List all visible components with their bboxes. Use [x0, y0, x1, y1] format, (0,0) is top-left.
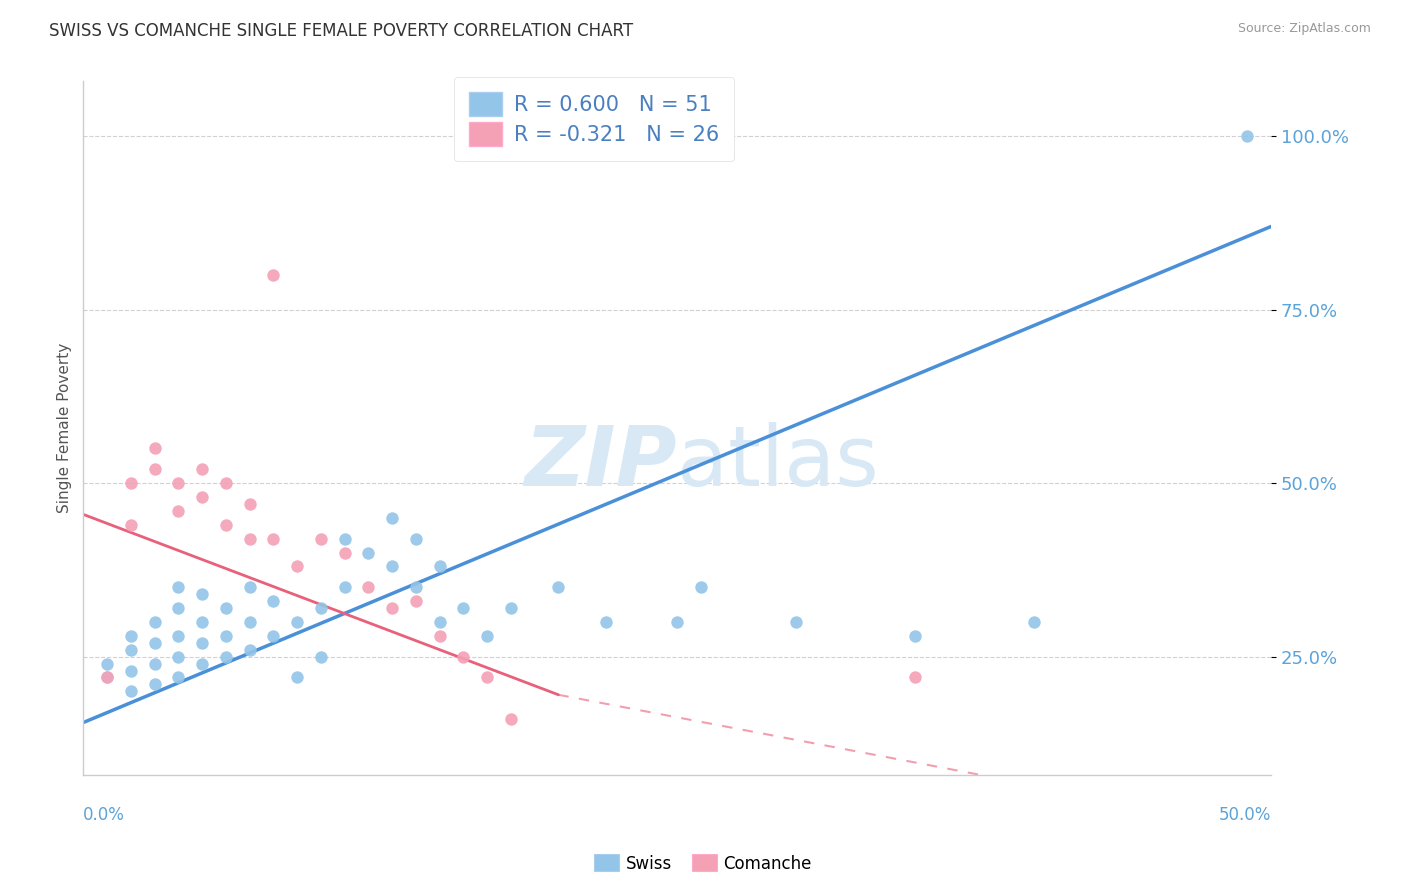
Point	[239, 615, 262, 629]
Point	[239, 580, 262, 594]
Point	[120, 517, 142, 532]
Point	[143, 462, 166, 476]
Point	[429, 629, 451, 643]
Point	[215, 476, 238, 491]
Point	[120, 684, 142, 698]
Point	[143, 677, 166, 691]
Point	[120, 629, 142, 643]
Point	[285, 670, 308, 684]
Point	[191, 490, 214, 504]
Point	[429, 559, 451, 574]
Point	[239, 532, 262, 546]
Point	[262, 532, 284, 546]
Point	[381, 601, 404, 615]
Point	[309, 649, 332, 664]
Point	[333, 545, 356, 559]
Point	[333, 580, 356, 594]
Point	[191, 587, 214, 601]
Point	[96, 670, 118, 684]
Point	[167, 649, 190, 664]
Point	[215, 629, 238, 643]
Point	[262, 594, 284, 608]
Point	[499, 712, 522, 726]
Point	[453, 649, 475, 664]
Point	[429, 615, 451, 629]
Point	[405, 580, 427, 594]
Point	[405, 532, 427, 546]
Point	[475, 670, 498, 684]
Point	[167, 504, 190, 518]
Point	[309, 601, 332, 615]
Point	[167, 629, 190, 643]
Point	[1022, 615, 1045, 629]
Point	[357, 545, 380, 559]
Legend: R = 0.600   N = 51, R = -0.321   N = 26: R = 0.600 N = 51, R = -0.321 N = 26	[454, 78, 734, 161]
Point	[96, 670, 118, 684]
Point	[215, 649, 238, 664]
Point	[405, 594, 427, 608]
Point	[215, 517, 238, 532]
Point	[143, 657, 166, 671]
Legend: Swiss, Comanche: Swiss, Comanche	[588, 847, 818, 880]
Point	[262, 629, 284, 643]
Point	[285, 615, 308, 629]
Point	[595, 615, 617, 629]
Y-axis label: Single Female Poverty: Single Female Poverty	[58, 343, 72, 513]
Point	[1236, 129, 1258, 144]
Text: 0.0%: 0.0%	[83, 805, 125, 824]
Text: atlas: atlas	[678, 422, 879, 503]
Point	[167, 580, 190, 594]
Point	[191, 657, 214, 671]
Point	[143, 615, 166, 629]
Point	[357, 580, 380, 594]
Point	[239, 497, 262, 511]
Point	[120, 642, 142, 657]
Point	[690, 580, 713, 594]
Point	[167, 476, 190, 491]
Point	[191, 615, 214, 629]
Text: SWISS VS COMANCHE SINGLE FEMALE POVERTY CORRELATION CHART: SWISS VS COMANCHE SINGLE FEMALE POVERTY …	[49, 22, 633, 40]
Point	[120, 664, 142, 678]
Point	[262, 268, 284, 282]
Point	[666, 615, 689, 629]
Point	[904, 670, 927, 684]
Text: Source: ZipAtlas.com: Source: ZipAtlas.com	[1237, 22, 1371, 36]
Point	[285, 559, 308, 574]
Point	[120, 476, 142, 491]
Point	[309, 532, 332, 546]
Point	[215, 601, 238, 615]
Point	[453, 601, 475, 615]
Text: 50.0%: 50.0%	[1219, 805, 1271, 824]
Point	[143, 442, 166, 456]
Point	[381, 511, 404, 525]
Point	[333, 532, 356, 546]
Point	[167, 670, 190, 684]
Point	[96, 657, 118, 671]
Point	[167, 601, 190, 615]
Point	[547, 580, 569, 594]
Text: ZIP: ZIP	[524, 422, 678, 503]
Point	[381, 559, 404, 574]
Point	[239, 642, 262, 657]
Point	[191, 462, 214, 476]
Point	[191, 636, 214, 650]
Point	[475, 629, 498, 643]
Point	[904, 629, 927, 643]
Point	[785, 615, 807, 629]
Point	[143, 636, 166, 650]
Point	[499, 601, 522, 615]
